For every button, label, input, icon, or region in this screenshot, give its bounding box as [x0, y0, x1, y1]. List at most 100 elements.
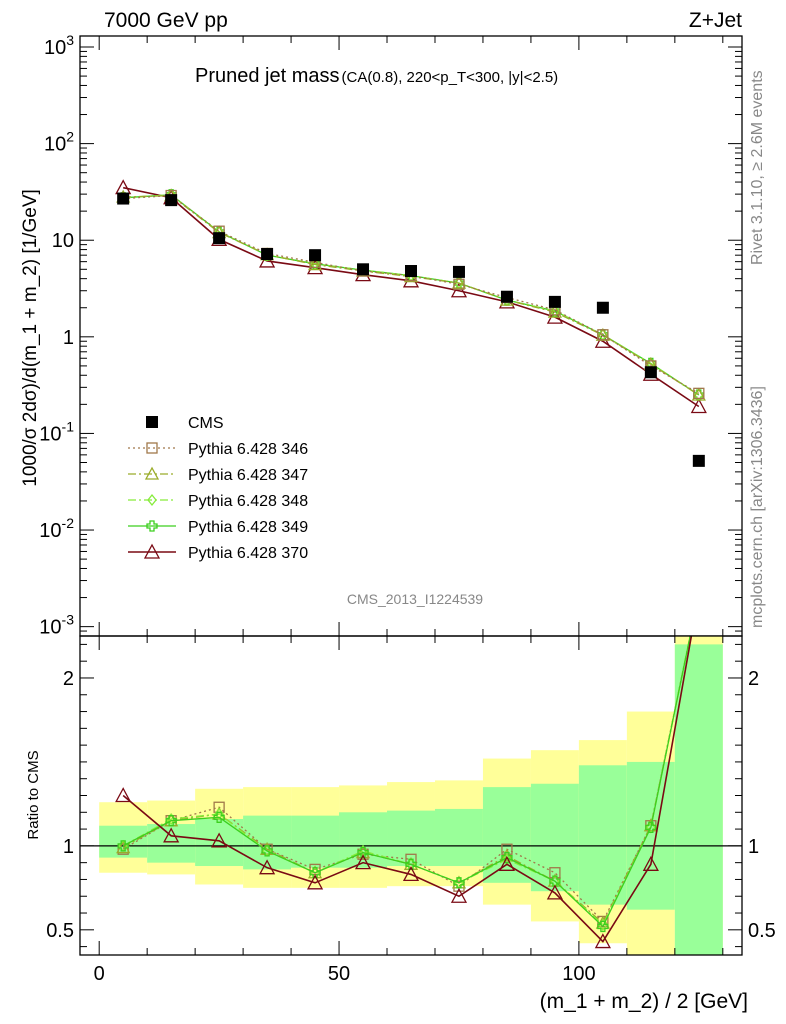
main-point-cms	[548, 295, 561, 308]
ratio-y-tick-label-right: 0.5	[748, 920, 776, 942]
band-inner-bin	[578, 765, 627, 905]
main-panel	[79, 35, 743, 637]
main-point-p370	[690, 398, 707, 414]
legend-label-p348: Pythia 6.428 348	[188, 493, 308, 510]
ratio-point-p349	[645, 821, 657, 834]
main-point-cms	[261, 248, 274, 261]
ratio-point-p370	[402, 866, 420, 882]
main-point-p346	[453, 278, 465, 290]
ratio-point-p370	[498, 855, 516, 871]
x-axis-label: (m_1 + m_2) / 2 [GeV]	[540, 990, 748, 1013]
main-y-tick-label: 102	[44, 129, 74, 156]
main-y-tick-label-exponent: 3	[66, 32, 74, 48]
main-y-tick-label-base: 10	[44, 134, 66, 156]
legend-label-cms: CMS	[188, 415, 224, 432]
legend-label-p370: Pythia 6.428 370	[188, 545, 308, 562]
main-y-tick-label: 10-1	[39, 418, 74, 445]
ratio-point-p370	[258, 859, 276, 875]
ratio-point-p370	[211, 832, 228, 848]
ratio-point-p346	[549, 867, 561, 879]
ratio-panel	[79, 635, 743, 956]
ratio-y-tick-label-left: 1	[63, 836, 74, 858]
main-line-p347	[123, 194, 700, 396]
ratio-point-p349	[501, 851, 513, 864]
main-point-p347	[307, 257, 323, 271]
rivet-label: Rivet 3.1.10, ≥ 2.6M events	[749, 70, 766, 265]
main-point-p347	[691, 387, 706, 401]
band-inner-bin	[482, 787, 531, 883]
main-frame	[79, 35, 743, 637]
ratio-y-tick-label-left: 2	[63, 668, 74, 690]
band-inner-bin	[147, 824, 196, 863]
ratio-point-p370	[450, 887, 468, 903]
ratio-point-p349	[357, 846, 369, 859]
legend-marker-p348	[147, 493, 157, 507]
legend: CMS Pythia 6.428 346 Pythia 6.428 347 Pythi…	[128, 415, 308, 562]
main-y-tick-label-exponent: -2	[62, 515, 75, 531]
ratio-point-p370	[546, 884, 564, 900]
mcplots-label: mcplots.cern.ch [arXiv:1306.3436]	[749, 386, 766, 628]
ratio-point-p370	[354, 854, 372, 870]
ratio-line-p370	[122, 636, 693, 943]
main-series	[115, 179, 707, 467]
main-point-cms	[692, 454, 705, 467]
ratio-point-p349	[117, 840, 129, 852]
main-y-tick-label: 10	[52, 230, 74, 252]
main-y-tick-label: 10-2	[39, 515, 74, 542]
main-point-cms	[500, 290, 513, 303]
main-point-p346	[597, 329, 609, 341]
chart-title: Pruned jet mass (CA(0.8), 220<p_T<300, |y…	[195, 65, 558, 87]
main-point-p370	[258, 252, 276, 268]
ratio-point-p349	[309, 867, 321, 879]
main-y-tick-label-exponent: -1	[62, 418, 75, 434]
main-y-tick-label: 10-3	[39, 612, 74, 639]
ratio-point-p349	[405, 858, 417, 870]
ratio-y-tick-label-right: 1	[748, 836, 759, 858]
main-point-cms	[596, 301, 609, 314]
x-tick-label: 100	[562, 963, 595, 985]
band-inner-bin	[674, 644, 723, 955]
legend-marker-p346	[146, 442, 158, 454]
band-inner-bin	[291, 815, 340, 868]
analysis-id-label: CMS_2013_I1224539	[347, 591, 483, 607]
main-point-cms	[644, 366, 657, 379]
ratio-point-p349	[597, 920, 609, 933]
ratio-point-p349	[453, 877, 465, 889]
ratio-point-p349	[261, 845, 273, 857]
legend-label-p349: Pythia 6.428 349	[188, 519, 308, 536]
x-tick-label: 50	[328, 963, 350, 985]
legend-label-p347: Pythia 6.428 347	[188, 467, 308, 484]
main-point-p347	[547, 304, 563, 318]
main-y-tick-label-base: 10	[39, 423, 61, 445]
main-point-p370	[450, 282, 468, 298]
main-y-tick-label: 1	[63, 327, 74, 349]
ratio-point-p346	[117, 843, 129, 855]
main-y-tick-label-exponent: 2	[66, 129, 74, 145]
ratio-series	[115, 636, 693, 949]
x-tick-label: 0	[94, 963, 105, 985]
main-line-p370	[123, 186, 700, 408]
legend-marker-p370	[143, 543, 161, 559]
ratio-point-p370	[115, 787, 132, 803]
main-point-cms	[165, 194, 178, 207]
main-y-tick-label-base: 10	[44, 37, 66, 59]
ratio-uncertainty-bands	[99, 636, 723, 955]
process-label: Z+Jet	[689, 9, 742, 32]
ratio-point-p349	[213, 811, 225, 823]
ratio-point-p370	[306, 874, 324, 890]
main-point-cms	[117, 192, 130, 205]
main-point-p346	[693, 387, 705, 399]
ratio-point-p370	[594, 933, 611, 949]
band-inner-bin	[434, 808, 483, 867]
chart-title-main: Pruned jet mass	[195, 65, 340, 87]
ratio-point-p349	[549, 875, 561, 887]
main-y-axis-label: 1000/σ 2dσ)/d(m_1 + m_2) [1/GeV]	[20, 189, 41, 487]
main-y-tick-label-base: 10	[39, 617, 61, 639]
band-inner-bin	[387, 810, 435, 867]
main-point-cms	[405, 265, 417, 278]
ratio-line-p348	[122, 636, 691, 926]
main-point-p347	[451, 275, 467, 289]
legend-marker-cms	[146, 416, 158, 428]
